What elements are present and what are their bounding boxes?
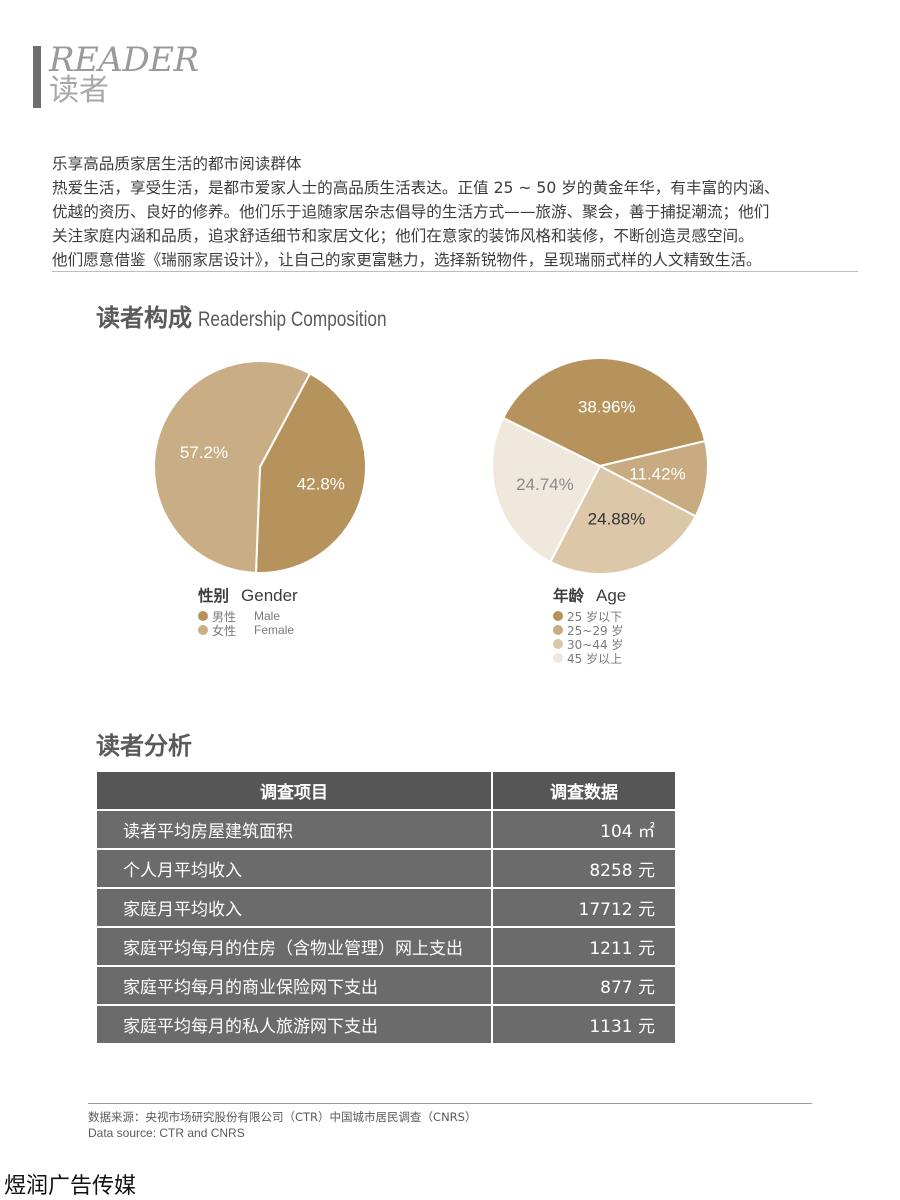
pie-charts: 42.8% 57.2% 38.96% 11.42% 24.88% 24.74% [153, 357, 709, 575]
table-cell-value: 1131 元 [492, 1005, 675, 1045]
gender-slice-label-0: 42.8% [297, 475, 345, 494]
data-source: 数据来源：央视市场研究股份有限公司（CTR）中国城市居民调查（CNRS） Dat… [88, 1109, 476, 1141]
composition-title-cn: 读者构成 [96, 304, 192, 332]
legend-swatch [553, 625, 563, 635]
legend-item-under-25: 25 岁以下 [553, 609, 626, 624]
column-header-value: 调查数据 [492, 772, 675, 811]
table-cell-value: 8258 元 [492, 849, 675, 889]
legend-label-en: Female [254, 623, 295, 637]
header-title-cn: 读者 [49, 73, 109, 108]
table-cell-value: 877 元 [492, 966, 675, 1006]
data-source-en: Data source: CTR and CNRS [88, 1126, 245, 1140]
age-legend-title: 年龄 Age [553, 584, 626, 606]
table-row: 家庭平均每月的住房（含物业管理）网上支出 1211 元 [97, 927, 675, 967]
legend-label-en: Male [254, 609, 281, 623]
table-cell-value: 1211 元 [492, 927, 675, 967]
age-slice-0 [501, 357, 707, 468]
table-row: 家庭平均每月的商业保险网下支出 877 元 [97, 966, 675, 1006]
gender-legend-title: 性别 Gender [198, 584, 298, 606]
gender-slice-label-1: 57.2% [180, 443, 228, 462]
intro-line: 热爱生活，享受生活，是都市爱家人士的高品质生活表达。正值 25 ~ 50 岁的黄… [52, 179, 780, 197]
gender-slice-1 [153, 360, 312, 574]
age-slice-label-0: 38.96% [578, 397, 636, 416]
table-cell-item: 个人月平均收入 [97, 849, 493, 889]
age-slice-1 [597, 439, 709, 518]
legend-label: 25~29 岁 [567, 623, 624, 638]
legend-label: 女性 [212, 623, 237, 638]
table-cell-item: 家庭平均每月的私人旅游网下支出 [97, 1005, 493, 1045]
watermark: 煜润广告传媒 [4, 1174, 137, 1199]
table-header-row: 调查项目 调查数据 [97, 772, 675, 811]
legend-item-male: 男性 Male [198, 609, 298, 624]
legend-swatch [198, 625, 208, 635]
intro-line: 关注家庭内涵和品质，追求舒适细节和家居文化；他们在意家的装饰风格和装修，不断创造… [52, 227, 754, 245]
legend-swatch [553, 653, 563, 663]
age-slice-label-2: 24.88% [588, 510, 646, 529]
gender-title-cn: 性别 [198, 587, 230, 605]
age-slice-label-3: 24.74% [516, 475, 574, 494]
gender-legend: 性别 Gender 男性 Male 女性 Female [198, 584, 298, 638]
legend-label: 男性 [212, 609, 237, 624]
gender-title-en: Gender [241, 586, 298, 605]
legend-label: 25 岁以下 [567, 609, 623, 624]
table-cell-item: 家庭平均每月的商业保险网下支出 [97, 966, 493, 1006]
column-header-item: 调查项目 [97, 772, 493, 811]
age-pie: 38.96% 11.42% 24.88% 24.74% [491, 357, 709, 575]
gender-pie: 42.8% 57.2% [153, 360, 367, 574]
table-row: 家庭月平均收入 17712 元 [97, 888, 675, 928]
table-row: 读者平均房屋建筑面积 104 ㎡ [97, 810, 675, 850]
intro-text: 乐享高品质家居生活的都市阅读群体 热爱生活，享受生活，是都市爱家人士的高品质生活… [52, 152, 862, 272]
age-slice-label-1: 11.42% [629, 464, 685, 483]
header-accent-bar [33, 46, 41, 108]
legend-item-30-44: 30~44 岁 [553, 637, 626, 652]
legend-item-over-45: 45 岁以上 [553, 651, 626, 666]
table-row: 家庭平均每月的私人旅游网下支出 1131 元 [97, 1005, 675, 1045]
intro-line: 优越的资历、良好的修养。他们乐于追随家居杂志倡导的生活方式——旅游、聚会，善于捕… [52, 203, 770, 221]
table-cell-value: 17712 元 [492, 888, 675, 928]
analysis-title: 读者分析 [96, 732, 192, 760]
intro-line: 乐享高品质家居生活的都市阅读群体 [52, 155, 302, 173]
intro-line: 他们愿意借鉴《瑞丽家居设计》，让自己的家更富魅力，选择新锐物件，呈现瑞丽式样的人… [52, 251, 762, 269]
survey-table: 调查项目 调查数据 读者平均房屋建筑面积 104 ㎡ 个人月平均收入 8258 … [97, 772, 675, 1045]
table-cell-item: 读者平均房屋建筑面积 [97, 810, 493, 850]
legend-label: 45 岁以上 [567, 651, 623, 666]
table-row: 个人月平均收入 8258 元 [97, 849, 675, 889]
age-title-cn: 年龄 [553, 587, 585, 605]
table-cell-value: 104 ㎡ [492, 810, 675, 850]
age-slice-3 [491, 416, 602, 564]
legend-swatch [553, 611, 563, 621]
age-title-en: Age [596, 586, 627, 605]
data-source-cn: 数据来源：央视市场研究股份有限公司（CTR）中国城市居民调查（CNRS） [88, 1110, 477, 1124]
composition-title: 读者构成 Readership Composition [96, 298, 428, 333]
divider [52, 271, 858, 272]
legend-item-25-29: 25~29 岁 [553, 623, 626, 638]
header-title-en: READER [49, 40, 199, 80]
legend-item-female: 女性 Female [198, 623, 298, 638]
composition-title-en: Readership Composition [198, 308, 387, 331]
footer-divider [88, 1103, 812, 1104]
table-cell-item: 家庭平均每月的住房（含物业管理）网上支出 [97, 927, 493, 967]
legend-swatch [553, 639, 563, 649]
table-cell-item: 家庭月平均收入 [97, 888, 493, 928]
legend-label: 30~44 岁 [567, 637, 624, 652]
legend-swatch [198, 611, 208, 621]
age-legend: 年龄 Age 25 岁以下 25~29 岁 30~44 岁 45 岁以上 [553, 584, 626, 666]
